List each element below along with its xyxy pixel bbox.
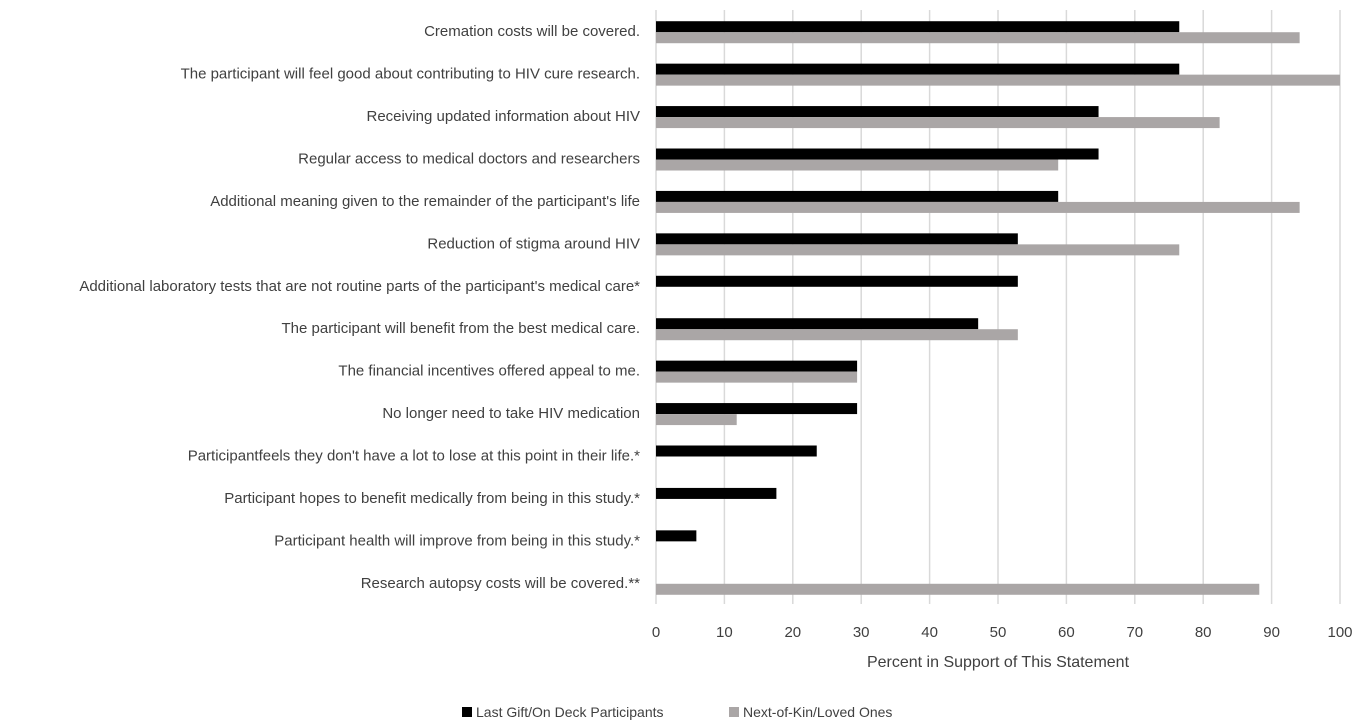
- category-label-5: Reduction of stigma around HIV: [427, 235, 640, 252]
- legend-swatch-0: [462, 707, 472, 717]
- bar-next-of-kin-13: [656, 583, 1260, 595]
- bar-next-of-kin-7: [656, 329, 1018, 341]
- category-label-11: Participant hopes to benefit medically f…: [224, 490, 640, 507]
- bar-participants-4: [656, 190, 1059, 202]
- bar-participants-8: [656, 360, 858, 372]
- legend-label-0: Last Gift/On Deck Participants: [476, 704, 664, 720]
- bar-next-of-kin-1: [656, 74, 1340, 86]
- category-label-2: Receiving updated information about HIV: [366, 108, 640, 125]
- bar-next-of-kin-9: [656, 414, 737, 426]
- category-label-9: No longer need to take HIV medication: [382, 405, 640, 422]
- bar-next-of-kin-5: [656, 244, 1180, 256]
- x-tick-label-20: 20: [784, 624, 801, 641]
- category-labels: Cremation costs will be covered. The part…: [79, 23, 640, 592]
- x-tick-label-60: 60: [1058, 624, 1075, 641]
- category-label-1: The participant will feel good about con…: [181, 66, 640, 83]
- bar-next-of-kin-8: [656, 371, 858, 383]
- legend: Last Gift/On Deck Participants Next-of-Ki…: [462, 704, 892, 720]
- bar-participants-5: [656, 233, 1018, 245]
- x-tick-label-10: 10: [716, 624, 733, 641]
- bar-participants-10: [656, 445, 817, 457]
- x-tick-label-80: 80: [1195, 624, 1212, 641]
- bar-next-of-kin-2: [656, 117, 1220, 129]
- category-label-0: Cremation costs will be covered.: [424, 23, 640, 40]
- bar-participants-3: [656, 148, 1099, 160]
- gridlines: [655, 10, 1341, 604]
- category-label-13: Research autopsy costs will be covered.*…: [361, 575, 640, 592]
- x-tick-label-70: 70: [1126, 624, 1143, 641]
- bar-next-of-kin-4: [656, 201, 1300, 213]
- bar-participants-1: [656, 63, 1180, 75]
- bar-participants-7: [656, 318, 979, 330]
- category-label-6: Additional laboratory tests that are not…: [79, 278, 640, 295]
- bar-participants-2: [656, 106, 1099, 118]
- category-label-8: The financial incentives offered appeal …: [338, 363, 640, 380]
- category-label-10: Participantfeels they don't have a lot t…: [188, 448, 640, 465]
- bar-next-of-kin-3: [656, 159, 1059, 171]
- category-label-12: Participant health will improve from bei…: [274, 532, 640, 549]
- x-tick-labels: 0 10 20 30 40 50 60 70 80 90 100: [652, 624, 1353, 641]
- bar-next-of-kin-0: [656, 32, 1300, 44]
- x-tick-label-0: 0: [652, 624, 660, 641]
- legend-label-1: Next-of-Kin/Loved Ones: [743, 704, 892, 720]
- bar-participants-9: [656, 403, 858, 415]
- x-tick-label-30: 30: [853, 624, 870, 641]
- bar-participants-11: [656, 487, 777, 499]
- bar-participants-6: [656, 275, 1018, 287]
- bar-participants-12: [656, 530, 697, 542]
- category-label-3: Regular access to medical doctors and re…: [298, 151, 640, 168]
- x-tick-label-90: 90: [1263, 624, 1280, 641]
- category-label-7: The participant will benefit from the be…: [282, 320, 641, 337]
- x-tick-label-100: 100: [1327, 624, 1352, 641]
- bars: [656, 21, 1340, 595]
- legend-swatch-1: [729, 707, 739, 717]
- x-tick-label-40: 40: [921, 624, 938, 641]
- x-axis-title: Percent in Support of This Statement: [867, 654, 1130, 671]
- x-tick-label-50: 50: [990, 624, 1007, 641]
- category-label-4: Additional meaning given to the remainde…: [210, 193, 640, 210]
- bar-participants-0: [656, 21, 1180, 33]
